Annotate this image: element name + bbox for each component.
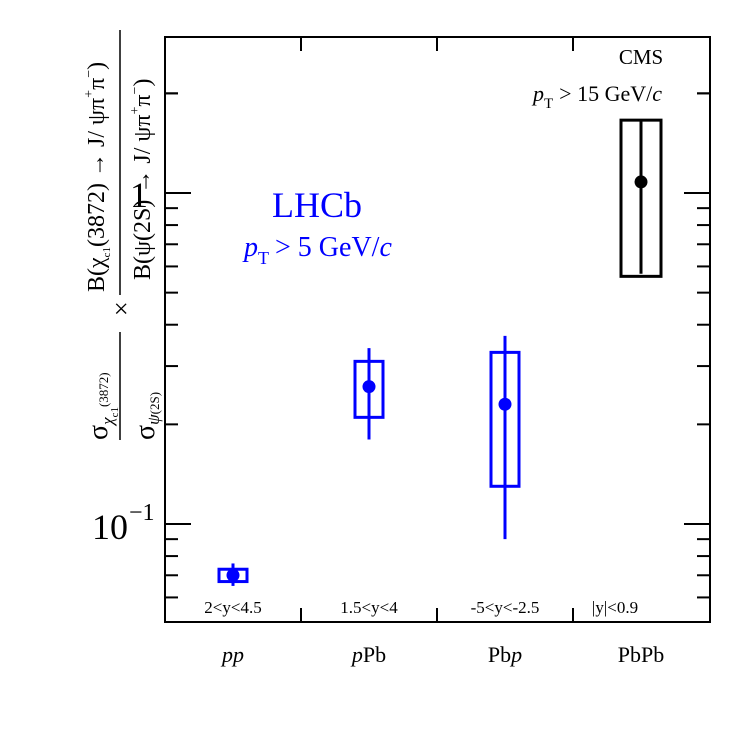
y-ticks — [165, 92, 710, 599]
cms-cut: pT > 15 GeV/c — [531, 81, 662, 112]
y-axis-label: σχc1(3872) σψ(2S) × B(χc1(3872) → J/ ψπ+… — [82, 30, 163, 440]
x-label-PbPb: PbPb — [618, 642, 664, 667]
svg-text:B(χc1(3872) → J/ ψπ+π−): B(χc1(3872) → J/ ψπ+π−) — [82, 62, 113, 292]
x-ticks — [300, 37, 574, 622]
svg-text:σψ(2S): σψ(2S) — [130, 392, 163, 440]
rapidity-label-Pbp: -5<y<-2.5 — [471, 598, 540, 617]
x-label-pp: pp — [220, 642, 244, 667]
x-label-Pbp: Pbp — [488, 642, 522, 667]
point-pPb — [362, 380, 376, 394]
svg-text:σχc1(3872): σχc1(3872) — [83, 372, 121, 440]
svg-text:B(ψ(2S) → J/ ψπ+π−): B(ψ(2S) → J/ ψπ+π−) — [128, 79, 156, 280]
rapidity-label-pPb: 1.5<y<4 — [340, 598, 398, 617]
y-tick-label-0p1: 10 — [92, 507, 128, 547]
point-PbPb — [634, 175, 648, 189]
lhcb-title: LHCb — [272, 185, 362, 225]
syst-box-PbPb — [619, 118, 663, 278]
point-pp — [226, 568, 240, 582]
point-Pbp — [498, 397, 512, 411]
svg-text:×: × — [107, 301, 136, 316]
rapidity-label-PbPb: |y|<0.9 — [592, 598, 638, 617]
plot-frame — [164, 36, 711, 623]
y-tick-label-0p1-exp: −1 — [129, 500, 155, 526]
lhcb-cut: pT > 5 GeV/c — [242, 232, 392, 268]
cms-title: CMS — [619, 45, 663, 69]
rapidity-label-pp: 2<y<4.5 — [204, 598, 261, 617]
x-label-pPb: pPb — [350, 642, 386, 667]
y-tick-label-1: 1 — [130, 175, 148, 215]
data-marks — [217, 118, 663, 586]
